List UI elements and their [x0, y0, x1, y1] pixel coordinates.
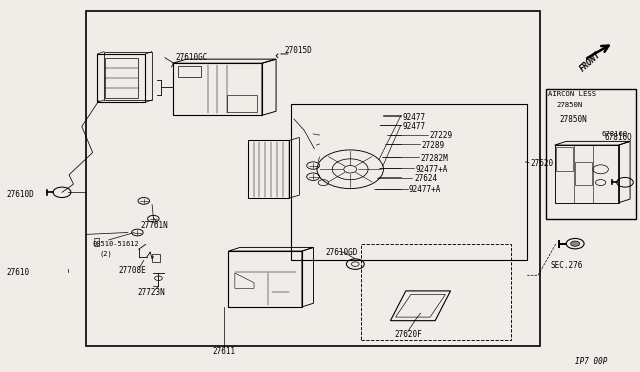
Text: 27610GD: 27610GD [326, 248, 358, 257]
Text: 27229: 27229 [429, 131, 452, 140]
Text: 27282M: 27282M [420, 154, 448, 163]
Text: 27610GC: 27610GC [176, 53, 208, 62]
Text: 27620F: 27620F [395, 330, 422, 339]
Text: 08510-51612: 08510-51612 [93, 241, 140, 247]
Text: 27289: 27289 [422, 141, 445, 150]
Text: 92477: 92477 [403, 113, 426, 122]
Text: AIRCON LESS: AIRCON LESS [548, 91, 596, 97]
Text: 27620: 27620 [531, 159, 554, 168]
Text: 27850N: 27850N [559, 115, 587, 124]
Text: (2): (2) [99, 250, 112, 257]
Text: 92477+A: 92477+A [409, 185, 442, 194]
Text: 27611: 27611 [212, 347, 236, 356]
Text: 27624: 27624 [414, 174, 437, 183]
Text: 27015D: 27015D [284, 46, 312, 55]
Circle shape [571, 241, 580, 246]
Text: 27708E: 27708E [118, 266, 146, 275]
Text: 92477+A: 92477+A [415, 165, 448, 174]
Text: 67816Q: 67816Q [605, 133, 632, 142]
Text: 27761N: 27761N [141, 221, 168, 230]
Text: FRONT: FRONT [579, 50, 603, 73]
Text: 67816Q: 67816Q [602, 130, 628, 136]
FancyBboxPatch shape [547, 89, 636, 219]
Text: 92477: 92477 [403, 122, 426, 131]
Text: Ⓢ: Ⓢ [94, 236, 100, 246]
Text: IP7 00P: IP7 00P [575, 357, 607, 366]
Text: 27610D: 27610D [6, 190, 34, 199]
Text: SEC.276: SEC.276 [551, 262, 583, 270]
Text: 27723N: 27723N [138, 288, 165, 296]
Text: 27610: 27610 [6, 268, 29, 277]
Text: 27850N: 27850N [556, 102, 582, 108]
